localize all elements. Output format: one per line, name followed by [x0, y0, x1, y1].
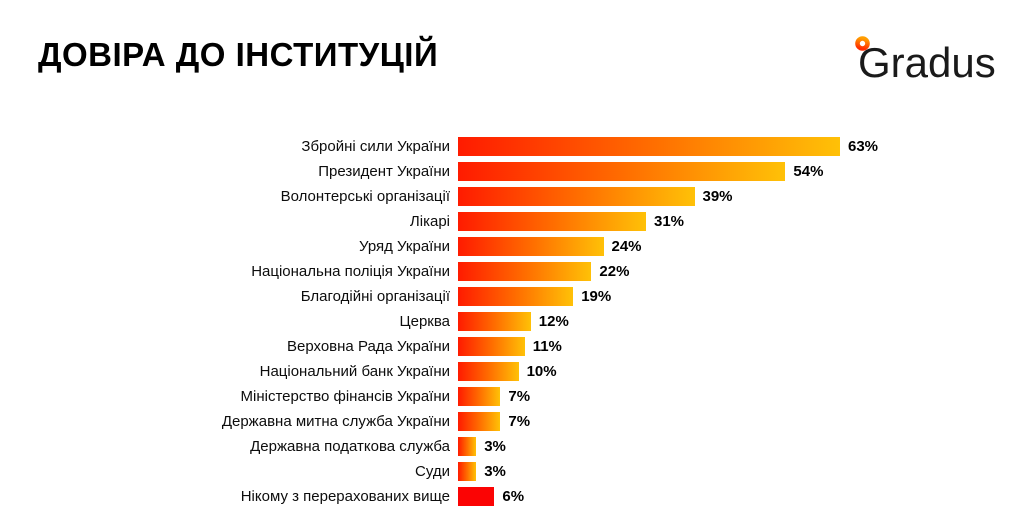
- bar-value: 7%: [508, 413, 531, 430]
- page-title: ДОВІРА ДО ІНСТИТУЦІЙ: [38, 36, 439, 73]
- bar-row: Церква 12%: [0, 309, 1023, 334]
- bar: [458, 212, 646, 231]
- bar-value: 63%: [848, 138, 879, 155]
- bar: [458, 262, 592, 281]
- bar-row: Національний банк України 10%: [0, 359, 1023, 384]
- bar-row: Президент України 54%: [0, 159, 1023, 184]
- bar-row: Національна поліція України 22%: [0, 259, 1023, 284]
- bar-value: 3%: [484, 463, 506, 480]
- bar-label: Волонтерські організації: [280, 188, 450, 205]
- bar-chart: Збройні сили України 63% Президент України…: [0, 134, 1023, 507]
- bar-label: Церква: [399, 313, 451, 330]
- degree-ring-icon: [855, 36, 870, 51]
- bar: [458, 287, 574, 306]
- bar-value: 6%: [502, 488, 525, 505]
- bar-value: 19%: [581, 288, 612, 305]
- bar-value: 12%: [538, 313, 569, 330]
- bar-value: 22%: [599, 263, 630, 280]
- bar: [458, 187, 695, 206]
- bar-row: Лікарі 31%: [0, 209, 1023, 234]
- bar-value: 31%: [654, 213, 685, 230]
- bar: [458, 487, 495, 506]
- gradus-logo: Gradus: [845, 30, 1010, 90]
- bar-value: 24%: [611, 238, 642, 255]
- bar-value: 39%: [702, 188, 733, 205]
- bar-label: Верховна Рада України: [286, 338, 450, 355]
- bar: [458, 412, 501, 431]
- bar-value: 54%: [793, 163, 824, 180]
- bar: [458, 462, 477, 481]
- bar-label: Суди: [415, 463, 450, 480]
- bar-label: Збройні сили України: [301, 138, 450, 155]
- bar-row: Державна податкова служба 3%: [0, 434, 1023, 459]
- bar-label: Благодійні організації: [300, 288, 450, 305]
- bar: [458, 337, 525, 356]
- bar-row: Нікому з перерахованих вище 6%: [0, 484, 1023, 507]
- bar-label: Міністерство фінансів України: [240, 388, 451, 405]
- bar-row: Державна митна служба України 7%: [0, 409, 1023, 434]
- bar-row: Суди 3%: [0, 459, 1023, 484]
- bar-value: 11%: [532, 338, 562, 355]
- bar-label: Державна митна служба України: [221, 413, 450, 430]
- bar-row: Благодійні організації 19%: [0, 284, 1023, 309]
- bar: [458, 137, 840, 156]
- bar: [458, 387, 501, 406]
- bar-row: Верховна Рада України 11%: [0, 334, 1023, 359]
- bar-row: Волонтерські організації 39%: [0, 184, 1023, 209]
- bar-label: Уряд України: [358, 238, 450, 255]
- bar: [458, 362, 519, 381]
- bar-label: Лікарі: [409, 213, 450, 230]
- bar-label: Національний банк України: [259, 363, 450, 380]
- bar-row: Збройні сили України 63%: [0, 134, 1023, 159]
- bar-label: Державна податкова служба: [250, 438, 450, 455]
- bar: [458, 437, 477, 456]
- bar-row: Міністерство фінансів України 7%: [0, 384, 1023, 409]
- bar-value: 10%: [526, 363, 557, 380]
- logo-text: Gradus: [858, 39, 996, 86]
- bar-label: Президент України: [318, 163, 450, 180]
- bar: [458, 312, 531, 331]
- bar: [458, 162, 786, 181]
- bar: [458, 237, 604, 256]
- bar-row: Уряд України 24%: [0, 234, 1023, 259]
- bar-label: Нікому з перерахованих вище: [240, 488, 450, 505]
- bar-label: Національна поліція України: [251, 263, 450, 280]
- bar-value: 3%: [484, 438, 506, 455]
- bar-value: 7%: [508, 388, 531, 405]
